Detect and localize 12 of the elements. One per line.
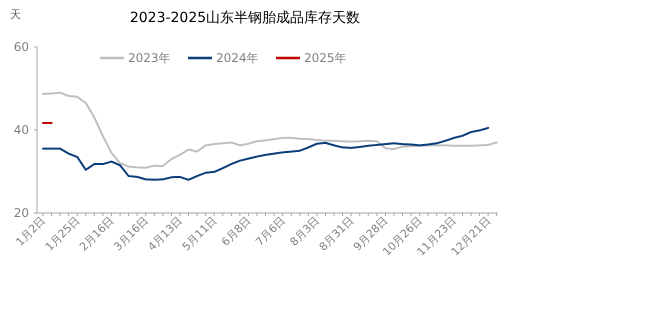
y-tick-label: 40	[14, 123, 29, 138]
y-tick-label: 60	[14, 40, 29, 54]
x-tick-label: 7月6日	[253, 214, 288, 249]
y-axis-title: 天	[10, 8, 21, 21]
legend-label: 2024年	[216, 51, 259, 66]
legend-label: 2023年	[128, 51, 171, 66]
x-tick-label: 6月8日	[218, 214, 254, 249]
chart-title: 2023-2025山东半钢胎成品库存天数	[130, 10, 360, 26]
legend-label: 2025年	[304, 51, 347, 66]
line-series	[42, 92, 498, 169]
y-tick-label: 20	[14, 206, 29, 220]
line-series	[42, 126, 490, 181]
